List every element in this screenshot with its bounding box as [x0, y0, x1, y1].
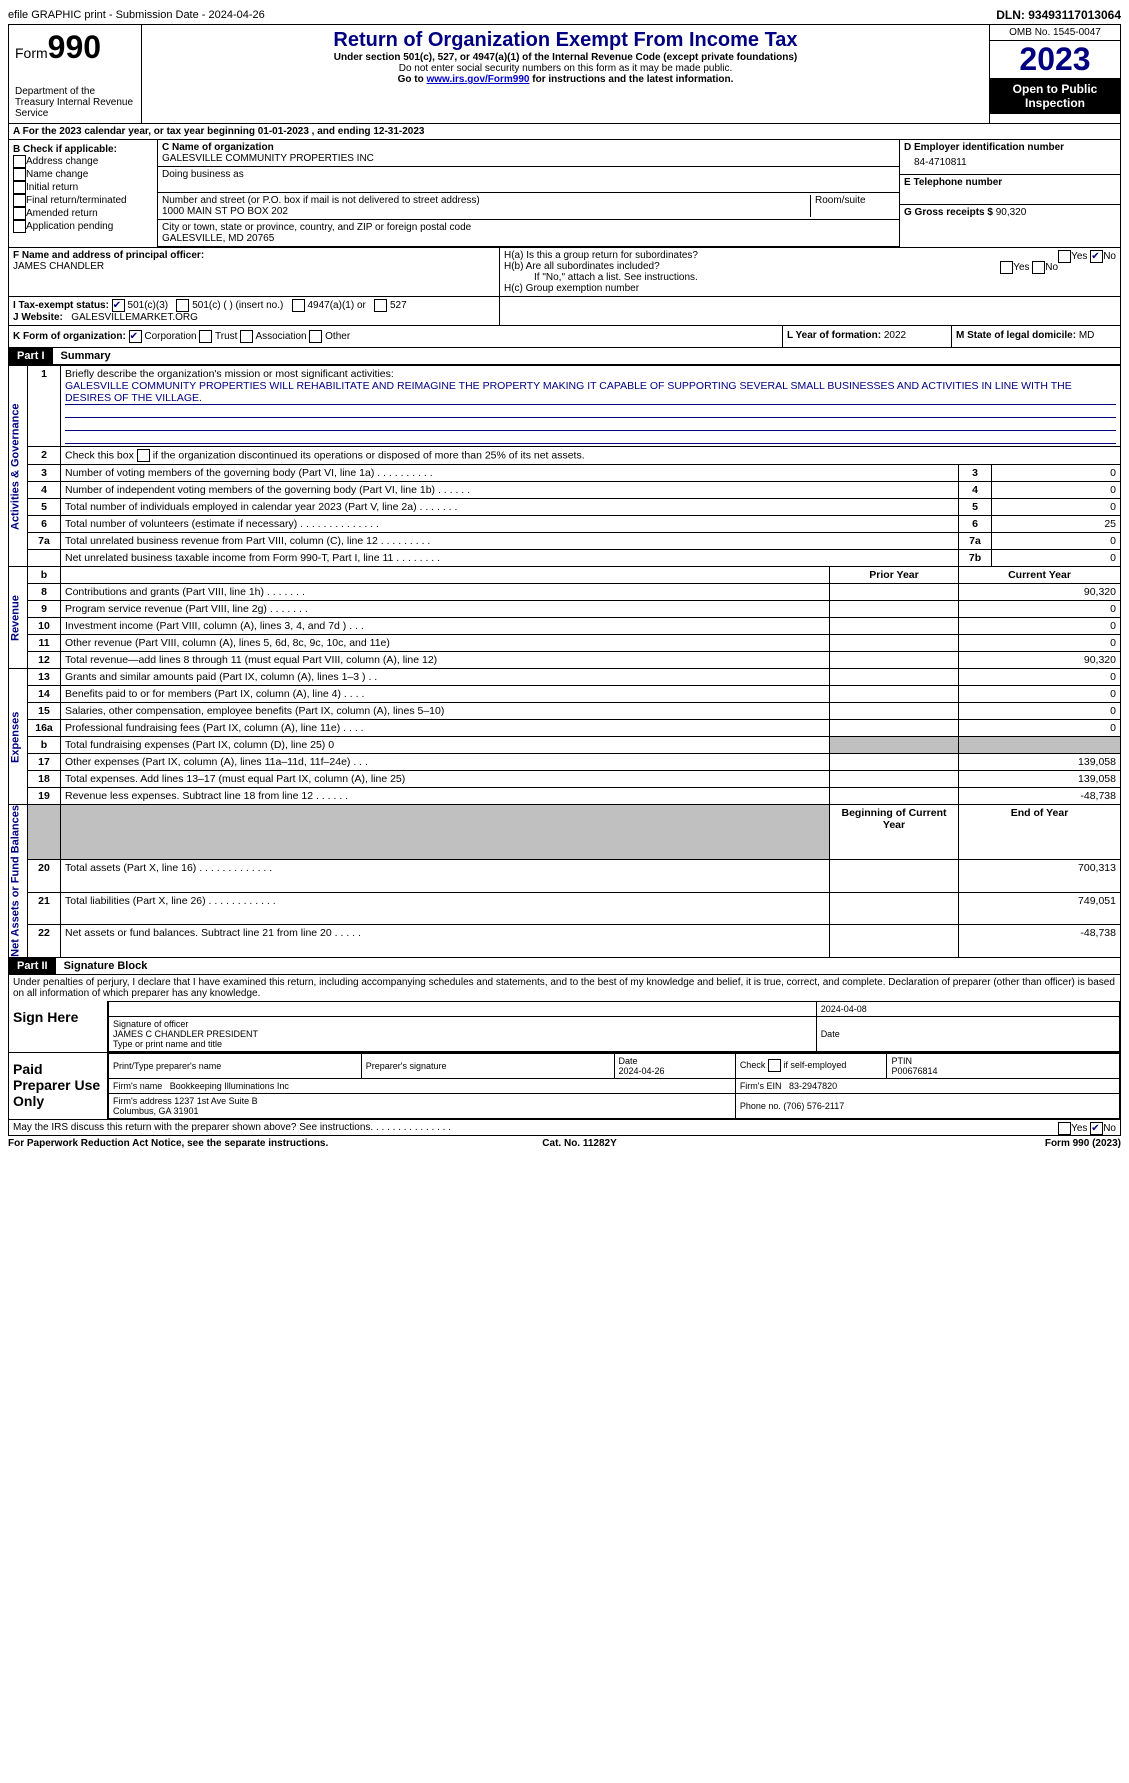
efile-text: efile GRAPHIC print - Submission Date - … [8, 9, 265, 21]
footer: For Paperwork Reduction Act Notice, see … [8, 1138, 1121, 1149]
cb-address[interactable]: Address change [13, 155, 153, 168]
form-header: Form990 Department of the Treasury Inter… [8, 24, 1121, 124]
vlabel-exp: Expenses [9, 669, 28, 805]
cb-final[interactable]: Final return/terminated [13, 194, 153, 207]
form-sub2: Do not enter social security numbers on … [146, 63, 985, 74]
cb-initial[interactable]: Initial return [13, 181, 153, 194]
open-to-public: Open to Public Inspection [990, 78, 1120, 114]
header-grid: B Check if applicable: Address change Na… [8, 140, 1121, 248]
part1-bar: Part ISummary [8, 348, 1121, 365]
tax-year: 2023 [990, 41, 1120, 78]
gross-receipts: 90,320 [996, 207, 1027, 218]
cb-amended[interactable]: Amended return [13, 207, 153, 220]
top-bar: efile GRAPHIC print - Submission Date - … [8, 8, 1121, 22]
ein: 84-4710811 [904, 153, 1116, 172]
form-inst: Go to www.irs.gov/Form990 for instructio… [146, 74, 985, 85]
form-title: Return of Organization Exempt From Incom… [146, 29, 985, 52]
klm-row: K Form of organization: Corporation Trus… [8, 326, 1121, 348]
col-d: D Employer identification number84-47108… [899, 140, 1120, 247]
ij-row: I Tax-exempt status: 501(c)(3) 501(c) ( … [8, 297, 1121, 326]
officer: JAMES CHANDLER [13, 261, 495, 272]
vlabel-ag: Activities & Governance [9, 366, 28, 567]
mission: GALESVILLE COMMUNITY PROPERTIES WILL REH… [65, 380, 1116, 405]
street: 1000 MAIN ST PO BOX 202 [162, 206, 806, 217]
form-number: Form990 [15, 29, 135, 66]
omb: OMB No. 1545-0047 [990, 25, 1120, 41]
vlabel-rev: Revenue [9, 567, 28, 669]
summary-table: Activities & Governance 1 Briefly descri… [8, 365, 1121, 958]
part2-bar: Part IISignature Block [8, 958, 1121, 975]
form-sub1: Under section 501(c), 527, or 4947(a)(1)… [146, 52, 985, 63]
cb-app-pending[interactable]: Application pending [13, 220, 153, 233]
col-c: C Name of organizationGALESVILLE COMMUNI… [158, 140, 899, 247]
col-b: B Check if applicable: Address change Na… [9, 140, 158, 247]
sig-block: Sign Here 2024-04-08 Signature of office… [8, 1001, 1121, 1136]
city: GALESVILLE, MD 20765 [162, 233, 895, 244]
sig-decl: Under penalties of perjury, I declare th… [8, 975, 1121, 1001]
cb-name[interactable]: Name change [13, 168, 153, 181]
vlabel-na: Net Assets or Fund Balances [9, 805, 28, 958]
irs-link[interactable]: www.irs.gov/Form990 [426, 74, 529, 85]
dept: Department of the Treasury Internal Reve… [15, 86, 135, 119]
dln: DLN: 93493117013064 [996, 8, 1121, 22]
website: GALESVILLEMARKET.ORG [71, 312, 198, 323]
fh-row: F Name and address of principal officer:… [8, 248, 1121, 297]
row-a: A For the 2023 calendar year, or tax yea… [8, 124, 1121, 140]
org-name: GALESVILLE COMMUNITY PROPERTIES INC [162, 153, 895, 164]
